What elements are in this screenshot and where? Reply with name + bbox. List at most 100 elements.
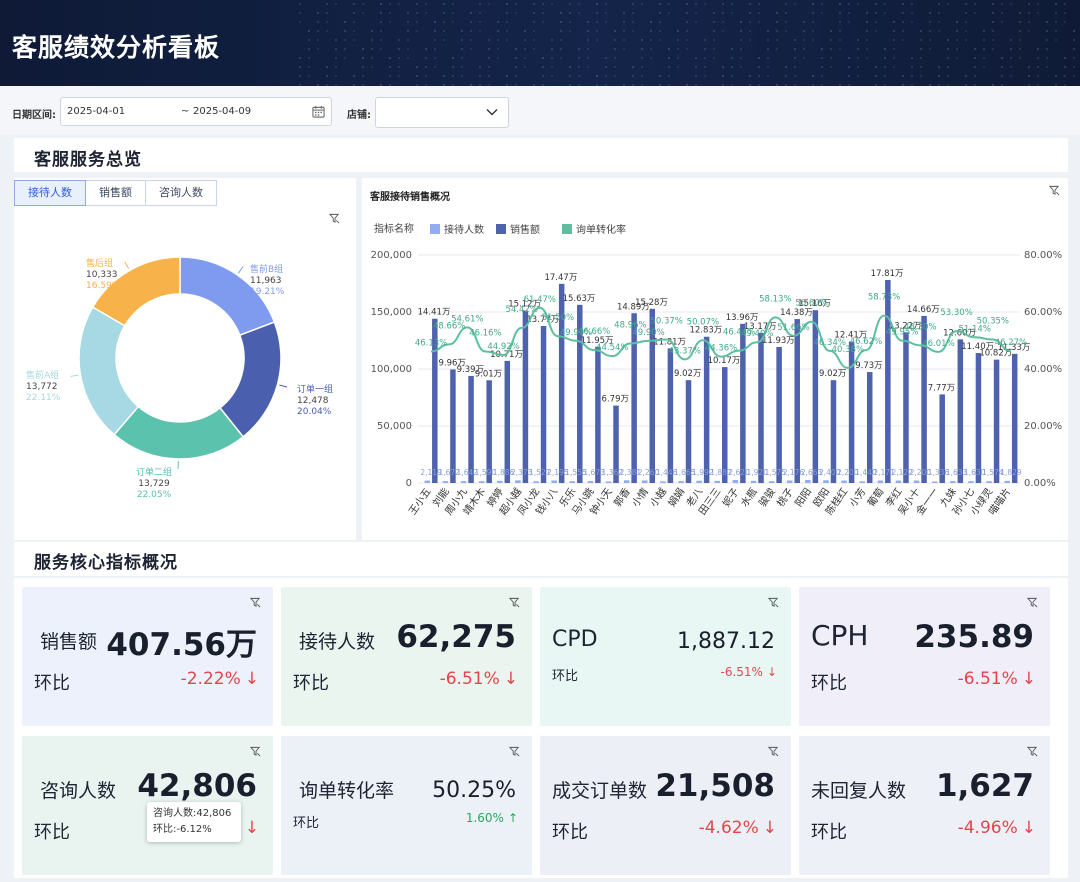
bar-sales[interactable]	[812, 310, 819, 483]
bar-sales[interactable]	[975, 353, 982, 483]
bar-reception[interactable]	[786, 480, 793, 483]
bar-reception[interactable]	[931, 481, 938, 483]
bar-sales[interactable]	[903, 332, 909, 483]
kpi-card[interactable]: 销售额 407.56万 环比 -2.22% ↓	[22, 587, 273, 726]
bar-reception[interactable]	[968, 481, 974, 483]
bar-reception[interactable]	[587, 481, 594, 483]
bar-sales[interactable]	[830, 380, 837, 483]
legend-item[interactable]: 销售额	[510, 223, 540, 236]
bar-reception[interactable]	[642, 480, 648, 483]
bar-reception[interactable]	[750, 480, 757, 483]
bar-sales[interactable]	[540, 326, 547, 483]
bar-sales[interactable]	[921, 315, 927, 483]
bar-reception[interactable]	[986, 481, 992, 483]
filter-icon[interactable]	[768, 597, 779, 608]
bar-sales[interactable]	[993, 359, 1000, 483]
date-start[interactable]: 2025-04-01	[67, 106, 126, 117]
bar-reception[interactable]	[1004, 480, 1010, 483]
filter-icon[interactable]	[1049, 185, 1060, 196]
bar-reception[interactable]	[533, 481, 539, 483]
date-range-picker[interactable]: 2025-04-01 ~ 2025-04-09	[60, 97, 332, 126]
bar-sales[interactable]	[794, 319, 800, 483]
bar-reception[interactable]	[660, 481, 666, 483]
bar-sales[interactable]	[939, 394, 945, 483]
bar-sales[interactable]	[649, 308, 656, 483]
bar-reception[interactable]	[877, 480, 884, 483]
tab-sales[interactable]: 销售额	[85, 180, 146, 206]
bar-reception[interactable]	[478, 481, 485, 483]
bar-reception[interactable]	[732, 480, 739, 483]
filter-icon[interactable]	[250, 597, 261, 608]
bar-reception[interactable]	[950, 481, 956, 483]
kpi-card[interactable]: 未回复人数 1,627 环比 -4.96% ↓	[799, 736, 1050, 875]
bar-reception[interactable]	[515, 480, 521, 483]
header-dot	[731, 12, 733, 14]
bar-reception[interactable]	[569, 481, 576, 483]
bar-reception[interactable]	[714, 480, 721, 483]
bar-reception[interactable]	[623, 480, 630, 483]
bar-sales[interactable]	[595, 346, 601, 483]
donut-slice[interactable]	[91, 256, 181, 327]
bar-sales[interactable]	[722, 367, 728, 483]
kpi-card[interactable]: CPD 1,887.12 环比 -6.51% ↓	[540, 587, 791, 726]
bar-sales[interactable]	[667, 348, 674, 483]
bar-sales[interactable]	[631, 313, 637, 483]
bar-sales[interactable]	[703, 336, 710, 483]
bar-reception[interactable]	[442, 481, 449, 483]
donut-slice[interactable]	[113, 405, 245, 460]
tab-inquiry[interactable]: 咨询人数	[145, 180, 217, 206]
date-end[interactable]: 2025-04-09	[193, 106, 252, 117]
bar-reception[interactable]	[605, 481, 612, 483]
donut-slice[interactable]	[78, 306, 140, 436]
bar-reception[interactable]	[551, 480, 557, 483]
filter-icon[interactable]	[509, 746, 520, 757]
bar-sales[interactable]	[957, 339, 964, 483]
bar-reception[interactable]	[895, 480, 902, 483]
kpi-card[interactable]: 询单转化率 50.25% 环比 1.60% ↑	[281, 736, 532, 875]
bar-sales[interactable]	[740, 323, 746, 483]
bar-reception[interactable]	[424, 480, 431, 483]
bar-reception[interactable]	[913, 480, 920, 483]
bar-sales[interactable]	[866, 372, 873, 483]
bar-sales[interactable]	[432, 318, 438, 483]
bar-sales[interactable]	[885, 279, 891, 483]
kpi-card[interactable]: 成交订单数 21,508 环比 -4.62% ↓	[540, 736, 791, 875]
filter-icon[interactable]	[768, 746, 779, 757]
bar-sales[interactable]	[848, 341, 855, 483]
bar-sales[interactable]	[1011, 353, 1018, 483]
bar-reception[interactable]	[678, 481, 684, 483]
bar-sales[interactable]	[504, 360, 511, 483]
legend-item[interactable]: 接待人数	[444, 223, 484, 236]
legend-item[interactable]: 询单转化率	[576, 223, 626, 236]
bar-sales[interactable]	[522, 310, 529, 483]
bar-sales[interactable]	[577, 304, 583, 483]
bar-reception[interactable]	[805, 479, 811, 483]
bar-reception[interactable]	[859, 481, 865, 483]
bar-sales[interactable]	[685, 380, 692, 483]
bar-reception[interactable]	[497, 480, 503, 483]
bar-sales[interactable]	[486, 380, 492, 483]
kpi-card[interactable]: 接待人数 62,275 环比 -6.51% ↓	[281, 587, 532, 726]
bar-sales[interactable]	[758, 332, 764, 483]
filter-icon[interactable]	[250, 746, 261, 757]
bar-reception[interactable]	[768, 481, 775, 483]
bar-sales[interactable]	[776, 346, 782, 483]
bar-sales[interactable]	[450, 369, 456, 483]
filter-icon[interactable]	[509, 597, 520, 608]
conversion-line[interactable]	[430, 306, 1012, 369]
filter-icon[interactable]	[329, 213, 340, 224]
kpi-card[interactable]: CPH 235.89 环比 -6.51% ↓	[799, 587, 1050, 726]
bar-sales[interactable]	[613, 405, 619, 483]
bar-sales[interactable]	[558, 283, 565, 483]
bar-sales[interactable]	[468, 375, 474, 483]
store-select[interactable]	[375, 97, 509, 128]
bar-reception[interactable]	[696, 480, 702, 483]
tab-reception[interactable]: 接待人数	[14, 180, 86, 206]
chevron-down-icon[interactable]	[486, 107, 498, 117]
filter-icon[interactable]	[1027, 746, 1038, 757]
calendar-icon[interactable]	[312, 105, 325, 118]
bar-reception[interactable]	[841, 480, 847, 483]
filter-icon[interactable]	[1027, 597, 1038, 608]
bar-reception[interactable]	[460, 481, 467, 483]
bar-reception[interactable]	[823, 480, 829, 483]
